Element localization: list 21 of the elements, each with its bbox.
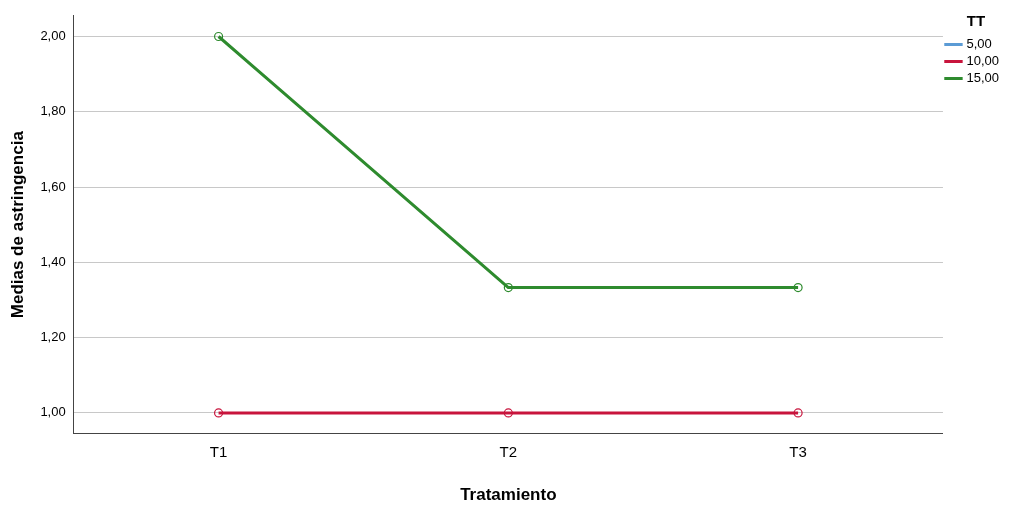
point	[213, 408, 224, 418]
x-tick-label: T1	[209, 442, 228, 460]
point	[793, 408, 803, 418]
y-tick-label: 1,60	[40, 178, 66, 194]
y-tick-label: 1,80	[40, 103, 66, 119]
legend-label: 10,00	[966, 53, 1000, 69]
y-tick-label: 1,20	[40, 329, 66, 345]
point	[503, 408, 513, 418]
y-tick-label: 2,00	[40, 28, 66, 44]
legend-label: 5,00	[966, 36, 992, 52]
point	[213, 31, 224, 42]
legend-label: 15,00	[966, 70, 1000, 86]
x-tick-label: T3	[789, 442, 807, 460]
point	[793, 282, 803, 293]
point	[503, 282, 513, 293]
y-axis-title: Medias de astringencia	[7, 130, 27, 319]
x-axis-title: Tratamiento	[460, 485, 557, 505]
x-tick-label: T2	[499, 442, 518, 460]
y-tick-label: 1,40	[40, 253, 66, 269]
y-tick-label: 1,00	[40, 404, 66, 420]
legend-title: TT	[966, 11, 986, 29]
